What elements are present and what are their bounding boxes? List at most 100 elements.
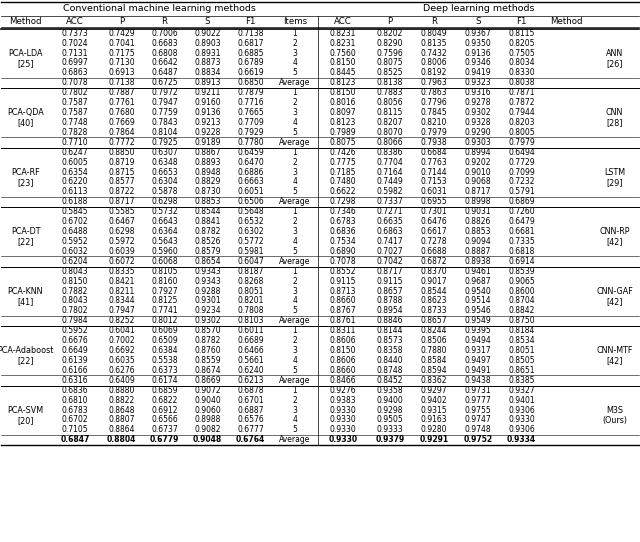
Text: 0.7138: 0.7138 [237, 29, 264, 38]
Text: 0.8913: 0.8913 [195, 78, 221, 87]
Text: 0.6890: 0.6890 [330, 247, 356, 256]
Text: 3: 3 [292, 346, 298, 355]
Text: 0.6789: 0.6789 [237, 59, 264, 67]
Text: 0.7729: 0.7729 [508, 158, 535, 167]
Text: 0.8880: 0.8880 [108, 386, 134, 395]
Text: 0.6683: 0.6683 [151, 38, 178, 48]
Text: 0.7871: 0.7871 [508, 88, 535, 98]
Text: 4: 4 [292, 296, 298, 305]
Text: 0.6997: 0.6997 [61, 59, 88, 67]
Text: 0.8606: 0.8606 [330, 336, 356, 345]
Text: 0.6810: 0.6810 [61, 396, 88, 405]
Text: 0.9022: 0.9022 [195, 29, 221, 38]
Text: 0.8948: 0.8948 [195, 167, 221, 177]
Text: 0.8988: 0.8988 [195, 415, 221, 424]
Text: 0.9048: 0.9048 [193, 435, 222, 444]
Text: 0.8311: 0.8311 [330, 326, 356, 335]
Text: 0.9302: 0.9302 [465, 108, 492, 117]
Text: 0.8579: 0.8579 [194, 247, 221, 256]
Text: 0.8210: 0.8210 [421, 118, 447, 127]
Text: 0.9278: 0.9278 [465, 98, 492, 107]
Text: 0.8733: 0.8733 [420, 306, 447, 315]
Text: 0.6725: 0.6725 [151, 78, 178, 87]
Text: 5: 5 [292, 127, 298, 137]
Text: 0.8452: 0.8452 [377, 376, 403, 385]
Text: Method: Method [550, 17, 583, 27]
Text: 0.6622: 0.6622 [330, 187, 356, 196]
Text: 0.5648: 0.5648 [237, 208, 264, 216]
Text: 0.8998: 0.8998 [465, 197, 492, 207]
Text: 0.5952: 0.5952 [61, 237, 88, 246]
Text: 0.8205: 0.8205 [508, 38, 535, 48]
Text: 0.8150: 0.8150 [330, 88, 356, 98]
Text: 0.8873: 0.8873 [195, 59, 221, 67]
Text: 0.7808: 0.7808 [237, 306, 264, 315]
Text: 0.8867: 0.8867 [195, 148, 221, 157]
Text: 0.8722: 0.8722 [108, 187, 134, 196]
Text: 0.8674: 0.8674 [194, 366, 221, 375]
Text: 0.6247: 0.6247 [61, 148, 88, 157]
Text: 0.9017: 0.9017 [420, 277, 447, 286]
Text: 0.6174: 0.6174 [151, 376, 178, 385]
Text: 0.8005: 0.8005 [508, 127, 535, 137]
Text: PCA-SVM
[20]: PCA-SVM [20] [8, 405, 44, 425]
Text: 0.6701: 0.6701 [237, 396, 264, 405]
Text: 1: 1 [292, 88, 298, 98]
Text: 0.7979: 0.7979 [508, 138, 535, 147]
Text: 0.8887: 0.8887 [465, 247, 491, 256]
Text: 2: 2 [292, 217, 298, 226]
Text: 0.9401: 0.9401 [508, 396, 535, 405]
Text: 0.6470: 0.6470 [237, 158, 264, 167]
Text: 0.7505: 0.7505 [508, 48, 535, 57]
Text: 0.6783: 0.6783 [61, 405, 88, 415]
Text: 0.8544: 0.8544 [420, 287, 447, 295]
Text: 0.7759: 0.7759 [151, 108, 178, 117]
Text: 0.8123: 0.8123 [330, 78, 356, 87]
Text: 0.9323: 0.9323 [465, 78, 492, 87]
Text: 0.5982: 0.5982 [377, 187, 403, 196]
Text: 0.8834: 0.8834 [195, 68, 221, 77]
Text: 0.6041: 0.6041 [108, 326, 135, 335]
Text: 0.8853: 0.8853 [195, 197, 221, 207]
Text: 0.7989: 0.7989 [330, 127, 356, 137]
Text: 0.6113: 0.6113 [61, 187, 88, 196]
Text: 0.6913: 0.6913 [108, 68, 135, 77]
Text: 0.7864: 0.7864 [108, 127, 135, 137]
Text: 0.9346: 0.9346 [465, 59, 492, 67]
Text: 0.6384: 0.6384 [151, 346, 178, 355]
Text: 0.6240: 0.6240 [237, 366, 264, 375]
Text: 0.7979: 0.7979 [420, 127, 447, 137]
Text: ACC: ACC [66, 17, 84, 27]
Text: 0.7709: 0.7709 [237, 118, 264, 127]
Text: 0.7432: 0.7432 [420, 48, 447, 57]
Text: 0.6035: 0.6035 [108, 356, 135, 365]
Text: 0.7887: 0.7887 [108, 88, 135, 98]
Text: 0.9438: 0.9438 [465, 376, 492, 385]
Text: 0.8623: 0.8623 [420, 296, 447, 305]
Text: 0.9031: 0.9031 [465, 208, 492, 216]
Text: 0.6955: 0.6955 [420, 197, 447, 207]
Text: 0.7741: 0.7741 [151, 306, 178, 315]
Text: 1: 1 [292, 386, 298, 395]
Text: 0.8719: 0.8719 [108, 158, 135, 167]
Text: 0.7337: 0.7337 [376, 197, 403, 207]
Text: 2: 2 [292, 277, 298, 286]
Text: 0.7042: 0.7042 [377, 257, 403, 266]
Text: 0.9497: 0.9497 [465, 356, 492, 365]
Text: 5: 5 [292, 306, 298, 315]
Text: 0.8012: 0.8012 [151, 316, 178, 325]
Text: 0.5952: 0.5952 [61, 326, 88, 335]
Text: 0.9395: 0.9395 [465, 326, 492, 335]
Text: 0.9040: 0.9040 [194, 396, 221, 405]
Text: 0.6466: 0.6466 [237, 346, 264, 355]
Text: 0.5960: 0.5960 [151, 247, 178, 256]
Text: 0.7130: 0.7130 [108, 59, 135, 67]
Text: PCA-LDA
[25]: PCA-LDA [25] [8, 49, 43, 68]
Text: CNN-MTF
[42]: CNN-MTF [42] [596, 346, 633, 365]
Text: 0.8051: 0.8051 [508, 346, 535, 355]
Text: S: S [476, 17, 481, 27]
Text: 0.6068: 0.6068 [151, 257, 178, 266]
Text: 0.9379: 0.9379 [376, 435, 404, 444]
Text: 0.8954: 0.8954 [377, 306, 403, 315]
Text: 0.7863: 0.7863 [420, 88, 447, 98]
